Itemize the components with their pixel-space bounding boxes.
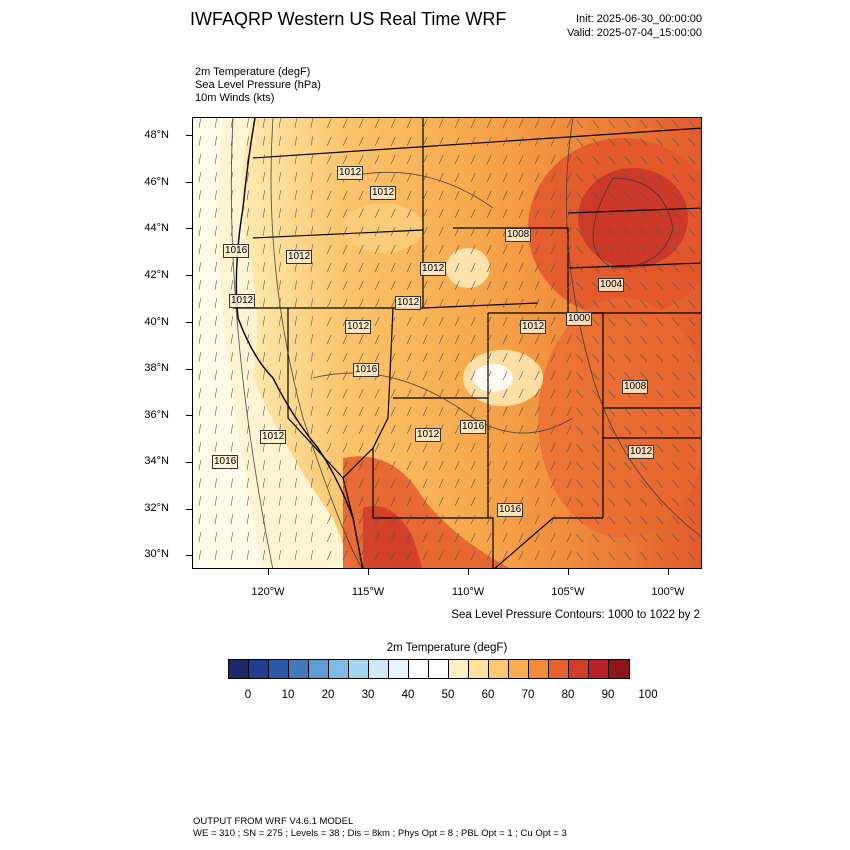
isobar-label: 1012 [520, 320, 547, 334]
lon-label-100: 100°W [651, 586, 685, 598]
isobar-label: 1000 [566, 312, 593, 326]
colorbar-swatch [269, 660, 289, 678]
isobar-label: 1008 [505, 228, 532, 242]
colorbar-label: 0 [244, 689, 252, 701]
colorbar-swatch [409, 660, 429, 678]
lat-label-44: 44°N [144, 222, 169, 234]
isobar-label: 1012 [260, 430, 287, 444]
isobar-label: 1012 [420, 262, 447, 276]
lat-label-34: 34°N [144, 455, 169, 467]
isobar-label: 1016 [353, 363, 380, 377]
isobar-label: 1008 [622, 380, 649, 394]
lat-label-36: 36°N [144, 409, 169, 421]
lon-tick [568, 569, 569, 575]
colorbar-label: 60 [481, 689, 495, 701]
lat-label-48: 48°N [144, 129, 169, 141]
lat-label-38: 38°N [144, 362, 169, 374]
colorbar-swatch [429, 660, 449, 678]
colorbar-swatch [389, 660, 409, 678]
colorbar-swatch [469, 660, 489, 678]
isobar-label: 1004 [598, 278, 625, 292]
colorbar-label: 100 [638, 689, 658, 701]
colorbar-swatch [249, 660, 269, 678]
colorbar-swatch [309, 660, 329, 678]
lon-label-110: 110°W [451, 586, 485, 598]
lon-label-120: 120°W [251, 586, 285, 598]
field-label-temperature: 2m Temperature (degF) [195, 66, 311, 78]
lat-label-32: 32°N [144, 502, 169, 514]
isobar-label: 1012 [395, 296, 422, 310]
lat-label-46: 46°N [144, 176, 169, 188]
isobar-label: 1016 [223, 244, 250, 258]
colorbar-swatch [509, 660, 529, 678]
lat-tick [186, 368, 192, 370]
isobar-label: 1012 [345, 320, 372, 334]
colorbar-label: 20 [321, 689, 335, 701]
lon-label-105: 105°W [551, 586, 585, 598]
temperature-map [193, 118, 701, 568]
isobar-label: 1012 [337, 166, 364, 180]
lat-label-30: 30°N [144, 548, 169, 560]
model-config: WE = 310 ; SN = 275 ; Levels = 38 ; Dis … [193, 828, 567, 839]
colorbar-label: 70 [521, 689, 535, 701]
colorbar-label: 10 [281, 689, 295, 701]
colorbar-swatch [289, 660, 309, 678]
colorbar-swatch [229, 660, 249, 678]
isobar-label: 1012 [628, 445, 655, 459]
isobar-label: 1016 [460, 420, 487, 434]
isobar-label: 1016 [212, 455, 239, 469]
field-label-pressure: Sea Level Pressure (hPa) [195, 79, 321, 91]
lat-tick [186, 228, 192, 230]
contour-note: Sea Level Pressure Contours: 1000 to 102… [451, 609, 700, 621]
colorbar [228, 659, 630, 679]
lat-tick [186, 508, 192, 510]
colorbar-swatch [609, 660, 629, 678]
colorbar-swatch [329, 660, 349, 678]
colorbar-swatch [449, 660, 469, 678]
isobar-label: 1012 [415, 428, 442, 442]
field-label-winds: 10m Winds (kts) [195, 92, 275, 104]
lat-tick [186, 135, 192, 136]
lat-tick [186, 555, 192, 557]
colorbar-label: 90 [601, 689, 615, 701]
lon-tick [468, 569, 469, 575]
lon-tick [368, 569, 369, 575]
map-title: IWFAQRP Western US Real Time WRF [190, 9, 507, 29]
colorbar-swatch [369, 660, 389, 678]
isobar-label: 1012 [229, 294, 256, 308]
model-info: OUTPUT FROM WRF V4.6.1 MODEL [193, 816, 354, 827]
isobar-label: 1016 [497, 503, 524, 517]
colorbar-swatch [589, 660, 609, 678]
colorbar-label: 40 [401, 689, 415, 701]
colorbar-swatch [349, 660, 369, 678]
colorbar-label: 30 [361, 689, 375, 701]
valid-time: Valid: 2025-07-04_15:00:00 [567, 27, 702, 39]
lat-tick [186, 321, 192, 323]
colorbar-label: 80 [561, 689, 575, 701]
colorbar-swatch [529, 660, 549, 678]
lat-tick [186, 415, 192, 417]
isobar-label: 1012 [370, 186, 397, 200]
isobar-label: 1012 [286, 250, 313, 264]
lon-label-115: 115°W [351, 586, 385, 598]
lat-tick [186, 461, 192, 463]
lat-tick [186, 275, 192, 277]
colorbar-swatch [569, 660, 589, 678]
lat-label-40: 40°N [144, 316, 169, 328]
colorbar-title: 2m Temperature (degF) [386, 642, 508, 654]
colorbar-swatch [489, 660, 509, 678]
colorbar-swatch [549, 660, 569, 678]
init-time: Init: 2025-06-30_00:00:00 [576, 13, 702, 25]
lon-tick [268, 569, 269, 575]
lon-tick [668, 569, 669, 575]
map-panel [192, 117, 702, 569]
lat-tick [186, 181, 192, 183]
colorbar-label: 50 [441, 689, 455, 701]
lat-label-42: 42°N [144, 269, 169, 281]
